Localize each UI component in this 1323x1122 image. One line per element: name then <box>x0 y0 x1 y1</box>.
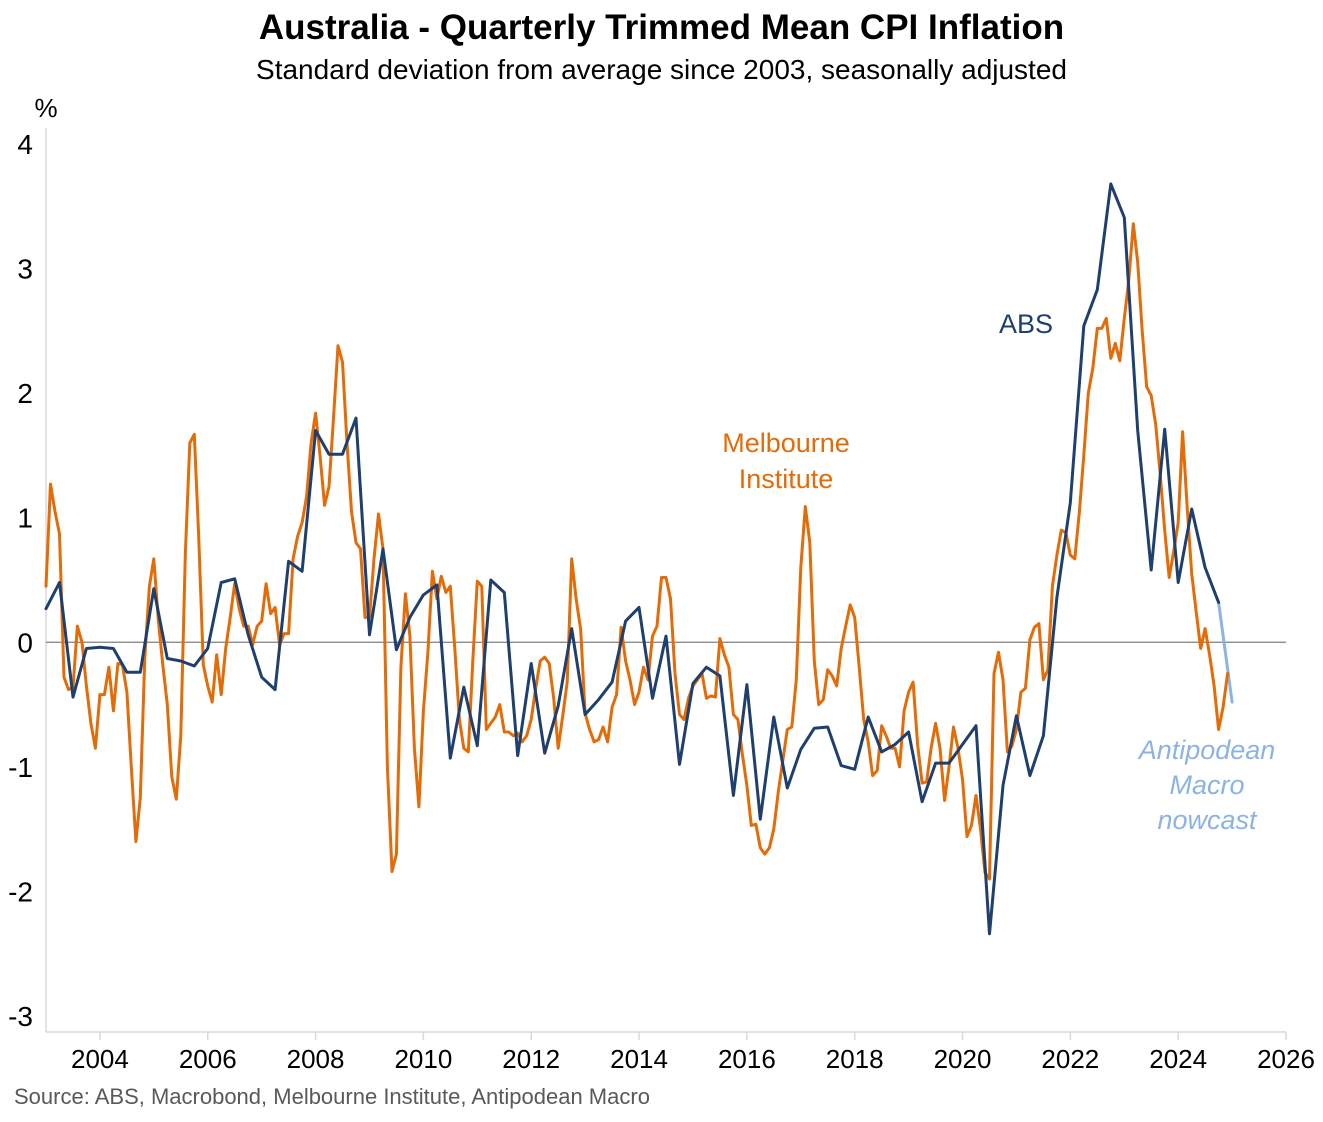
chart-subtitle: Standard deviation from average since 20… <box>256 54 1067 85</box>
x-tick-label: 2022 <box>1041 1044 1099 1074</box>
x-tick-label: 2014 <box>610 1044 668 1074</box>
y-tick-label: -3 <box>8 1001 33 1032</box>
source-note: Source: ABS, Macrobond, Melbourne Instit… <box>14 1084 650 1109</box>
series-layer <box>44 182 1234 936</box>
annotation-nowcast-line2: Macro <box>1169 770 1244 800</box>
chart-title: Australia - Quarterly Trimmed Mean CPI I… <box>258 8 1065 47</box>
x-tick-label: 2006 <box>179 1044 237 1074</box>
x-tick-label: 2008 <box>287 1044 345 1074</box>
y-tick-label: -1 <box>8 752 33 783</box>
series-line-melbourne <box>44 222 1230 881</box>
axes-layer: -3 -2 -1 0 1 2 3 4 2004 2006 2008 2010 2012 2014 2016 2… <box>8 128 1315 1074</box>
x-tick-label: 2018 <box>826 1044 884 1074</box>
y-tick-label: 2 <box>17 378 33 409</box>
annotation-melbourne-line1: Melbourne <box>722 428 850 458</box>
y-tick-label: 0 <box>17 627 33 658</box>
y-tick-label: 3 <box>17 254 33 285</box>
series-line-abs <box>44 182 1221 936</box>
x-tick-label: 2010 <box>394 1044 452 1074</box>
y-tick-label: 1 <box>17 503 33 534</box>
annotation-nowcast-line3: nowcast <box>1157 805 1258 835</box>
annotation-nowcast-line1: Antipodean <box>1137 735 1276 765</box>
label-layer: % ABS Melbourne Institute Antipodean Mac… <box>34 93 1275 835</box>
x-tick-label: 2026 <box>1257 1044 1315 1074</box>
x-tick-label: 2024 <box>1149 1044 1207 1074</box>
annotation-abs: ABS <box>999 309 1053 339</box>
x-tick-label: 2016 <box>718 1044 776 1074</box>
y-axis-label: % <box>34 93 57 123</box>
x-tick-label: 2020 <box>934 1044 992 1074</box>
annotation-melbourne-line2: Institute <box>739 464 834 494</box>
x-tick-label: 2004 <box>71 1044 129 1074</box>
series-line-nowcast <box>1217 600 1234 704</box>
y-tick-label: 4 <box>17 129 33 160</box>
y-tick-label: -2 <box>8 876 33 907</box>
x-tick-label: 2012 <box>502 1044 560 1074</box>
